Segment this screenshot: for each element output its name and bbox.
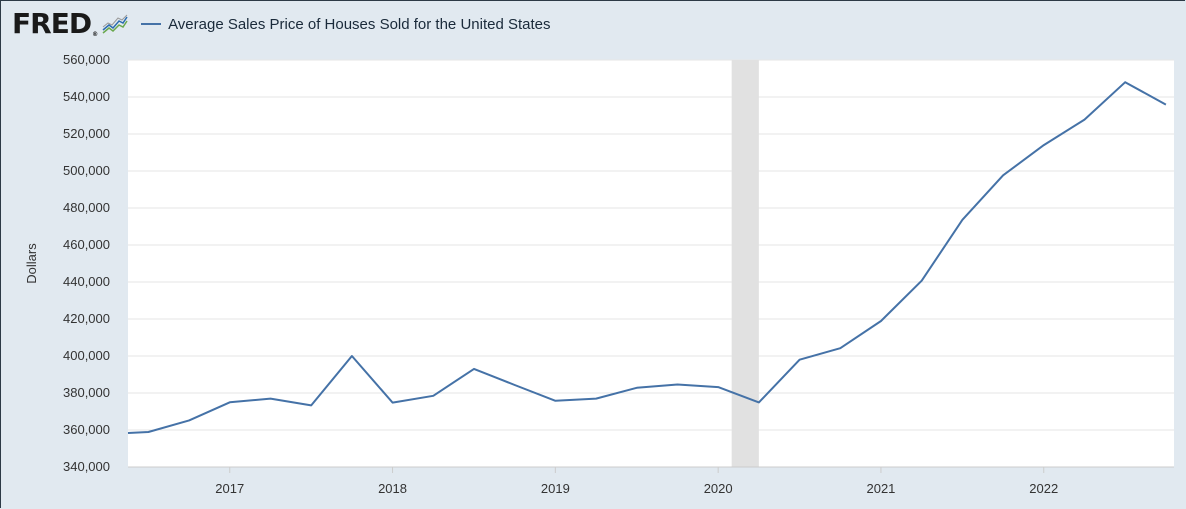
x-axis: 2017 2018 2019 2020 2021 2022 — [128, 466, 1174, 496]
fred-logo-text: FRED — [12, 7, 92, 40]
data-point — [839, 347, 842, 350]
y-axis-label: Dollars — [24, 243, 39, 284]
data-point — [1083, 118, 1086, 121]
legend-label[interactable]: Average Sales Price of Houses Sold for t… — [168, 15, 551, 33]
data-point — [269, 397, 272, 400]
y-tick-label: 480,000 — [63, 200, 110, 215]
data-point — [310, 404, 313, 407]
data-point — [127, 431, 130, 434]
data-point — [798, 358, 801, 361]
data-point — [1002, 174, 1005, 177]
y-tick-label: 380,000 — [63, 385, 110, 400]
data-point — [920, 279, 923, 282]
plot-area — [128, 60, 1174, 467]
x-tick-label: 2017 — [215, 481, 244, 496]
data-point — [147, 431, 150, 434]
fred-logo[interactable]: FRED® — [12, 7, 98, 40]
series-line[interactable] — [127, 81, 1167, 434]
data-point — [1164, 103, 1167, 106]
y-tick-label: 360,000 — [63, 422, 110, 437]
data-point — [961, 218, 964, 221]
data-point — [635, 386, 638, 389]
y-tick-label: 340,000 — [63, 459, 110, 474]
y-tick-label: 500,000 — [63, 163, 110, 178]
y-tick-label: 540,000 — [63, 89, 110, 104]
y-tick-label: 520,000 — [63, 126, 110, 141]
x-tick-label: 2022 — [1029, 481, 1058, 496]
y-axis: 340,000 360,000 380,000 400,000 420,000 440,0… — [63, 52, 110, 474]
y-tick-label: 420,000 — [63, 311, 110, 326]
data-point — [717, 386, 720, 389]
registered-mark: ® — [92, 31, 98, 38]
data-point — [757, 401, 760, 404]
y-tick-label: 400,000 — [63, 348, 110, 363]
data-point — [554, 399, 557, 402]
data-point — [228, 401, 231, 404]
data-point — [513, 384, 516, 387]
data-point — [676, 383, 679, 386]
data-point — [595, 397, 598, 400]
data-point — [432, 394, 435, 397]
x-tick-label: 2018 — [378, 481, 407, 496]
data-point — [1124, 81, 1127, 84]
x-tick-label: 2019 — [541, 481, 570, 496]
data-point — [879, 320, 882, 323]
data-point — [350, 355, 353, 358]
y-tick-label: 560,000 — [63, 52, 110, 67]
x-tick-label: 2020 — [704, 481, 733, 496]
data-point — [1042, 144, 1045, 147]
y-tick-label: 460,000 — [63, 237, 110, 252]
data-point — [391, 401, 394, 404]
legend-swatch — [141, 23, 162, 25]
x-tick-label: 2021 — [866, 481, 895, 496]
data-point — [188, 419, 191, 422]
y-tick-label: 440,000 — [63, 274, 110, 289]
line-chart-icon — [101, 13, 129, 35]
chart-header: FRED® Average Sales Price of Houses Sold… — [12, 8, 551, 40]
data-point — [472, 367, 475, 370]
recession-shading — [731, 60, 759, 467]
